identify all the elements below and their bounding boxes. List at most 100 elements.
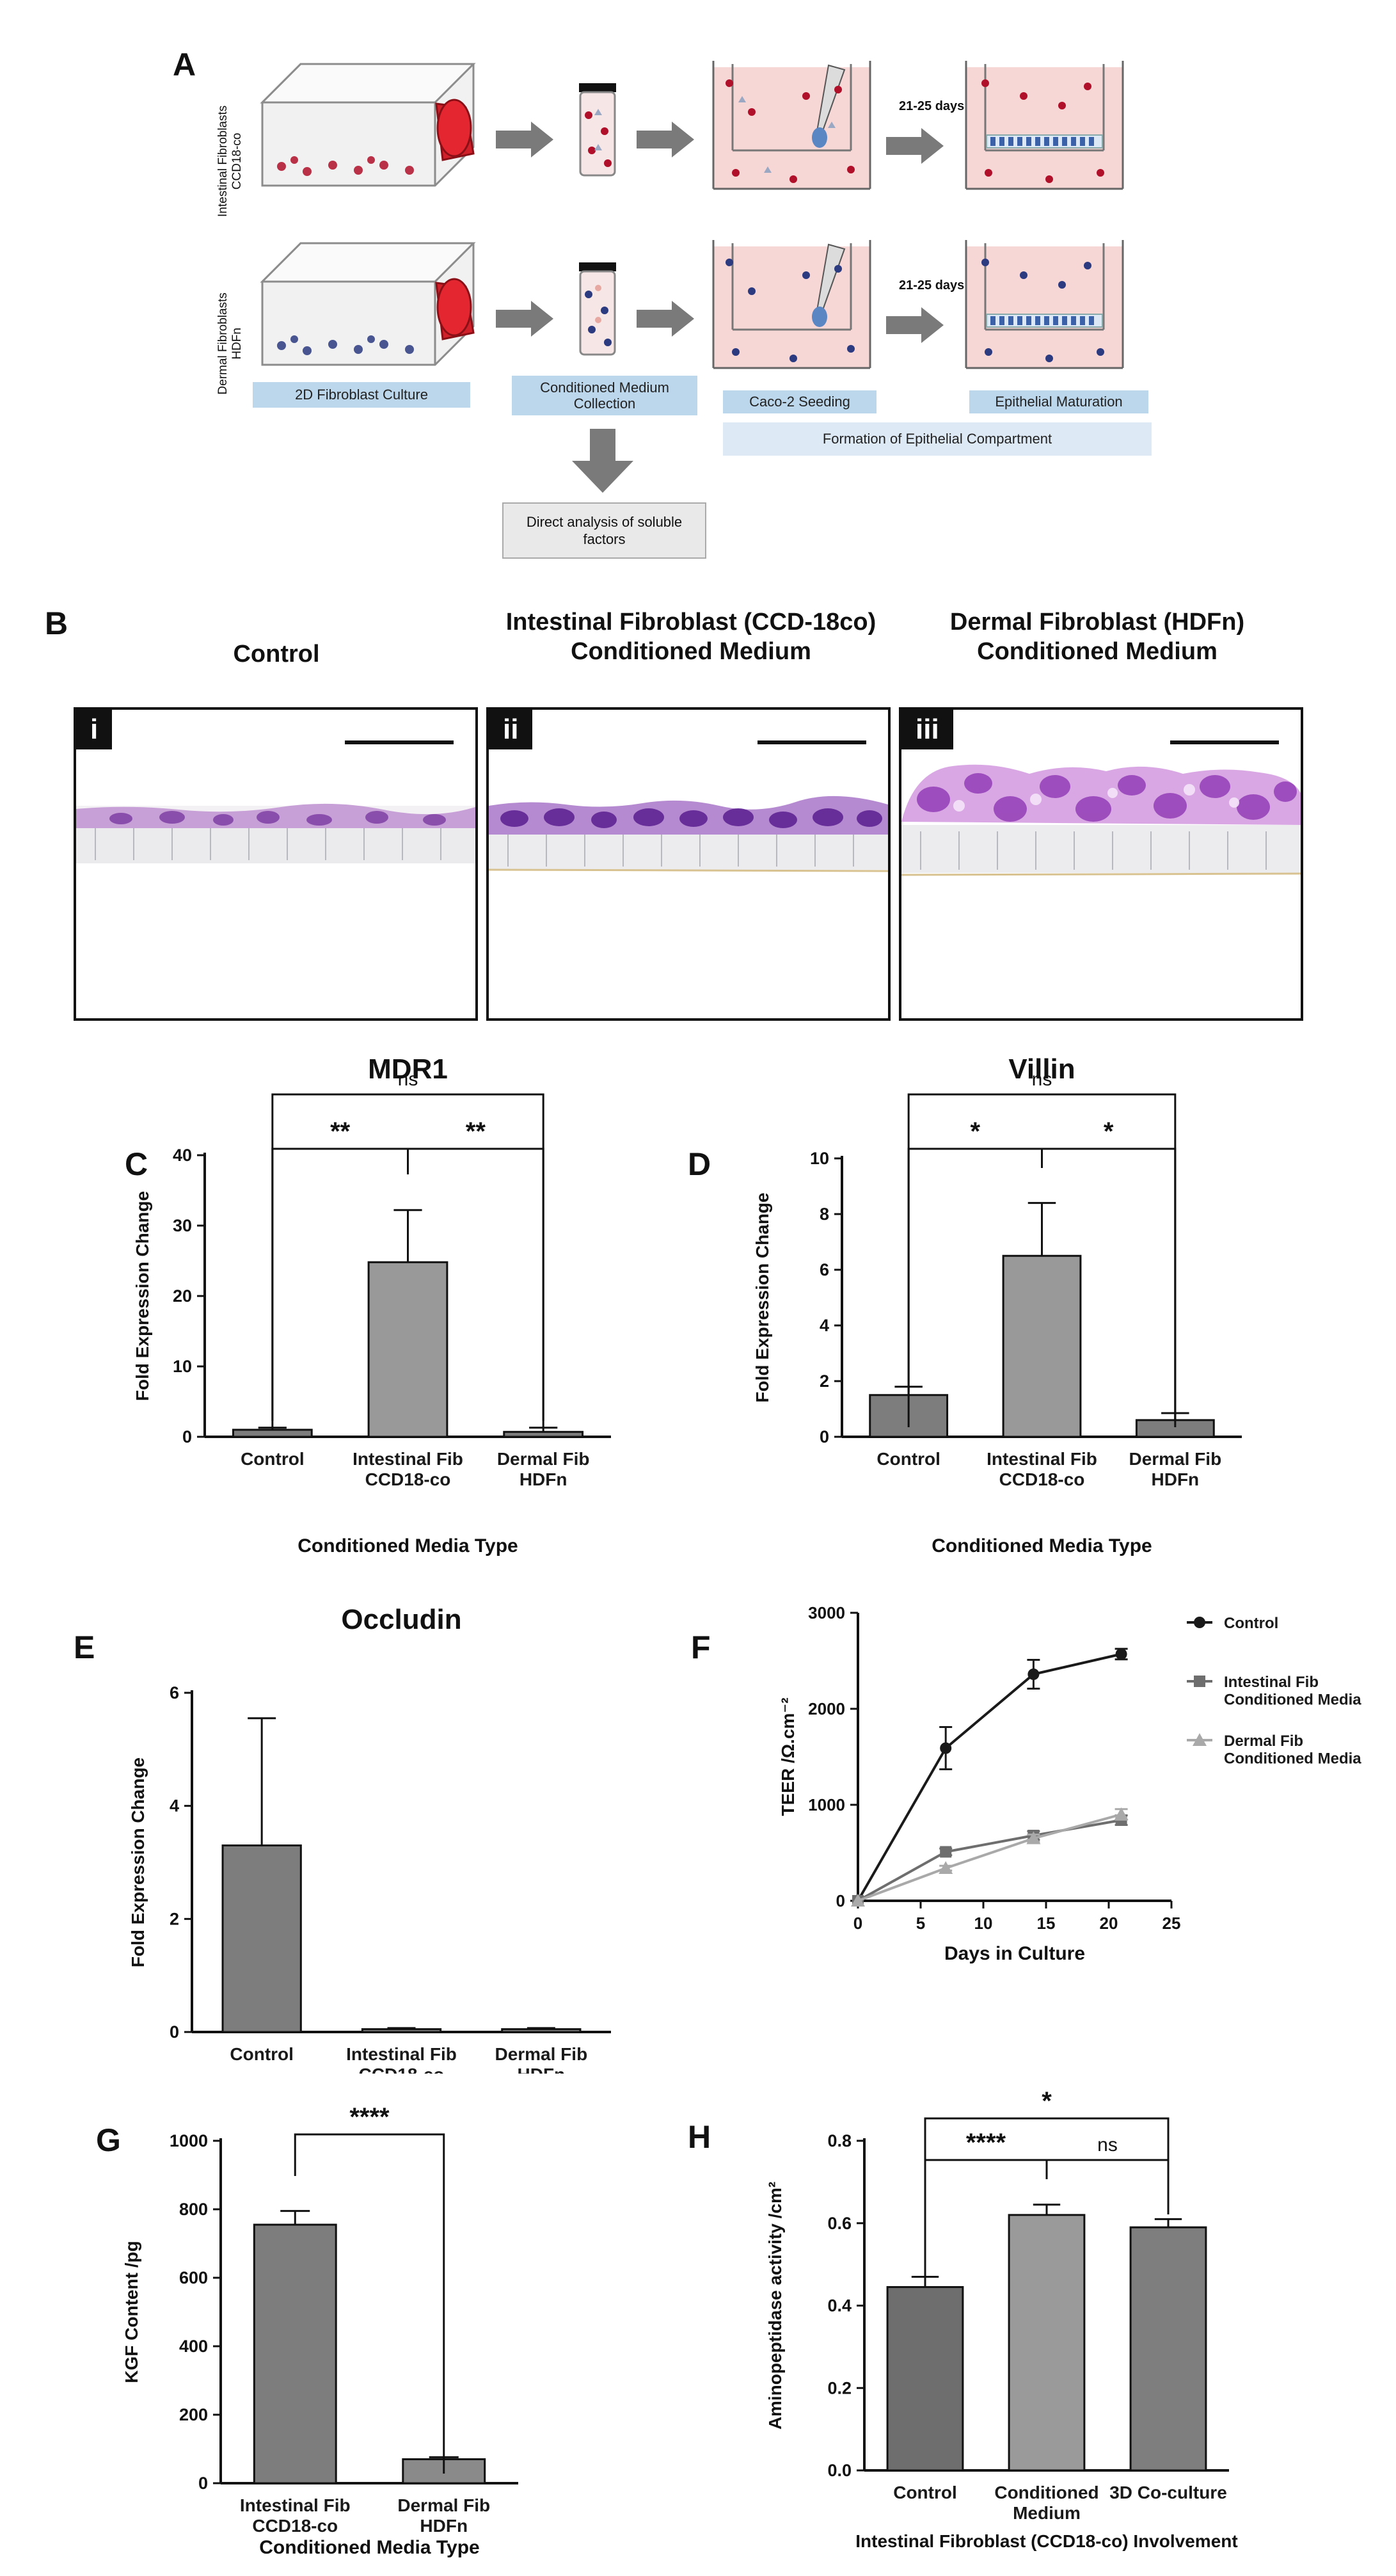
panel-letter-g: G	[96, 2122, 121, 2158]
panel-letter-e: E	[74, 1629, 95, 1665]
label-cm-collection: Conditioned Medium Collection	[512, 376, 697, 415]
histology-numeral-ii: ii	[489, 710, 533, 749]
hist-title-line: Conditioned Medium	[571, 637, 811, 665]
hist-title-line: Conditioned Medium	[977, 637, 1218, 665]
legend-label-line: Conditioned Media	[1224, 1750, 1361, 1768]
y-tick-label: 2	[820, 1372, 829, 1391]
chart-aminopeptidase: 0.0 0.2 0.4 0.6 0.8 Aminopeptidase activity /…	[765, 2087, 1238, 2551]
legend-label-line: Conditioned Media	[1224, 1692, 1361, 1709]
label-caco2-seeding: Caco-2 Seeding	[723, 390, 876, 413]
significance-label: **	[330, 1117, 351, 1146]
data-point	[939, 1861, 953, 1874]
x-tick-label-line: Control	[893, 2483, 957, 2502]
legend-label: Intestinal Fib Conditioned Media	[1224, 1674, 1361, 1709]
histology-numeral-iii: iii	[901, 710, 953, 749]
arrow-icon	[637, 122, 694, 157]
histology-image-control: i	[74, 707, 478, 1021]
y-tick-label: 0	[170, 2022, 179, 2042]
series-line	[857, 1813, 1122, 1902]
significance-bracket	[271, 1093, 544, 1427]
legend-marker	[1194, 1617, 1205, 1628]
legend-label-line: Intestinal Fib	[1224, 1674, 1319, 1691]
series-line	[857, 1652, 1122, 1901]
chart-teer: 0 1000 2000 3000 0 5 10 15 20 25 TEER /Ω.cm⁻² Days …	[778, 1603, 1361, 1964]
arrow-icon	[886, 307, 944, 343]
panel-letter-c: C	[125, 1146, 148, 1182]
y-tick-label: 0.2	[827, 2378, 852, 2397]
panel-letter-a: A	[173, 47, 196, 83]
bar	[367, 1261, 448, 1438]
x-tick-label-line: HDFn	[520, 1469, 567, 1489]
significance-label: ****	[966, 2129, 1006, 2157]
x-axis-label: Intestinal Fibroblast (CCD18-co) Involve…	[855, 2531, 1237, 2551]
x-tick-label: Control	[241, 1449, 305, 1469]
significance-label: *	[1042, 2087, 1052, 2115]
y-axis-label: Fold Expression Change	[752, 1192, 772, 1402]
x-tick-label-line: Control	[230, 2044, 294, 2064]
flask-intestinal-icon	[261, 63, 475, 187]
x-tick-label-line: Dermal Fib	[397, 2495, 490, 2515]
panel-letter-f: F	[691, 1629, 711, 1665]
legend-label-line: Dermal Fib	[1224, 1732, 1303, 1750]
significance-bracket	[1045, 2159, 1170, 2214]
down-arrow-icon	[572, 429, 633, 493]
y-axis-label: KGF Content /pg	[122, 2241, 141, 2383]
significance-label: ns	[1032, 1069, 1052, 1090]
hist-title-line: Control	[233, 641, 320, 668]
arrow-icon	[886, 128, 944, 164]
x-tick-label: 25	[1162, 1914, 1181, 1933]
y-tick-label: 8	[820, 1204, 829, 1224]
epithelial-layer-icon	[986, 314, 1103, 328]
histology-image-intestinal: ii	[486, 707, 891, 1021]
x-tick-label: 5	[916, 1914, 925, 1933]
x-tick-label-line: Dermal Fib	[495, 2044, 587, 2064]
y-tick-label: 1000	[170, 2131, 208, 2150]
x-tick-label-line: Control	[876, 1449, 940, 1469]
y-tick-label: 0	[836, 1891, 845, 1910]
chart-title: Villin	[1008, 1053, 1075, 1085]
x-axis-label: Conditioned Media Type	[932, 1535, 1152, 1556]
x-tick-label-line: HDFn	[518, 2065, 566, 2074]
data-point	[851, 1894, 865, 1907]
y-tick-label: 200	[179, 2405, 208, 2424]
data-point	[940, 1742, 952, 1754]
label-2d-culture: 2D Fibroblast Culture	[253, 382, 470, 408]
panel-letter-h: H	[688, 2119, 711, 2155]
x-tick-label-line: HDFn	[420, 2516, 468, 2536]
y-tick-label: 4	[170, 1796, 179, 1816]
x-axis-label: Conditioned Media Type	[297, 1535, 518, 1556]
histology-intestinal-graphic	[489, 796, 888, 872]
bar	[886, 2286, 964, 2472]
y-tick-label: 6	[170, 1683, 179, 1702]
scale-bar	[757, 740, 866, 744]
significance-label: *	[1104, 1117, 1114, 1146]
y-tick-label: 0.6	[827, 2214, 852, 2233]
hist-title-line: Dermal Fibroblast (HDFn)	[949, 609, 1245, 636]
x-tick-label-line: Intestinal Fib	[353, 1449, 463, 1469]
y-axis-label: TEER /Ω.cm⁻²	[778, 1697, 798, 1816]
direct-analysis-box: Direct analysis of soluble factors	[502, 502, 706, 559]
y-tick-label: 10	[810, 1149, 829, 1168]
chart-occludin: Occludin 0 2 4 6 Fold Expression Change Contro…	[128, 1604, 611, 2074]
x-tick-label: Control	[893, 2483, 957, 2502]
days-label-row2: 21-25 days	[899, 278, 965, 292]
x-tick-label-line: CCD18-co	[252, 2516, 338, 2536]
bar	[1129, 2226, 1207, 2472]
workflow-diagram	[261, 60, 1124, 493]
hist-title-control: Control	[72, 640, 481, 669]
y-axis-label: Fold Expression Change	[132, 1191, 152, 1401]
significance-label: ns	[1097, 2134, 1118, 2156]
y-tick-label: 1000	[808, 1795, 845, 1814]
x-tick-label-line: Intestinal Fib	[987, 1449, 1097, 1469]
significance-label: ****	[349, 2103, 390, 2131]
legend-label-line: Control	[1224, 1615, 1278, 1632]
y-tick-label: 20	[173, 1286, 192, 1306]
x-tick-label: 0	[853, 1914, 862, 1933]
histology-image-dermal: iii	[899, 707, 1303, 1021]
scale-bar	[345, 740, 454, 744]
data-point	[1114, 1807, 1129, 1820]
bar	[501, 2028, 582, 2033]
y-tick-label: 0.8	[827, 2131, 852, 2150]
